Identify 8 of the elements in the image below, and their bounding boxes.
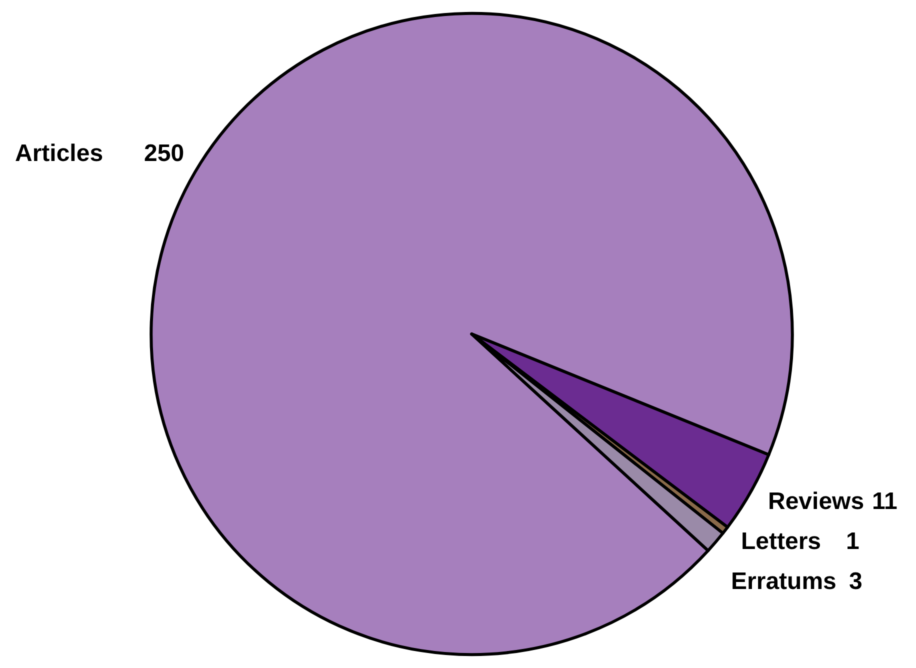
data-label: 1 xyxy=(846,528,860,555)
data-label: 11 xyxy=(872,488,898,515)
slice-label: Articles xyxy=(15,140,104,167)
data-label: 250 xyxy=(144,140,184,167)
slice-label: Reviews xyxy=(768,488,864,515)
data-label: 3 xyxy=(849,568,862,595)
slice-label: Erratums xyxy=(731,568,836,595)
slice-label: Letters xyxy=(741,528,822,555)
